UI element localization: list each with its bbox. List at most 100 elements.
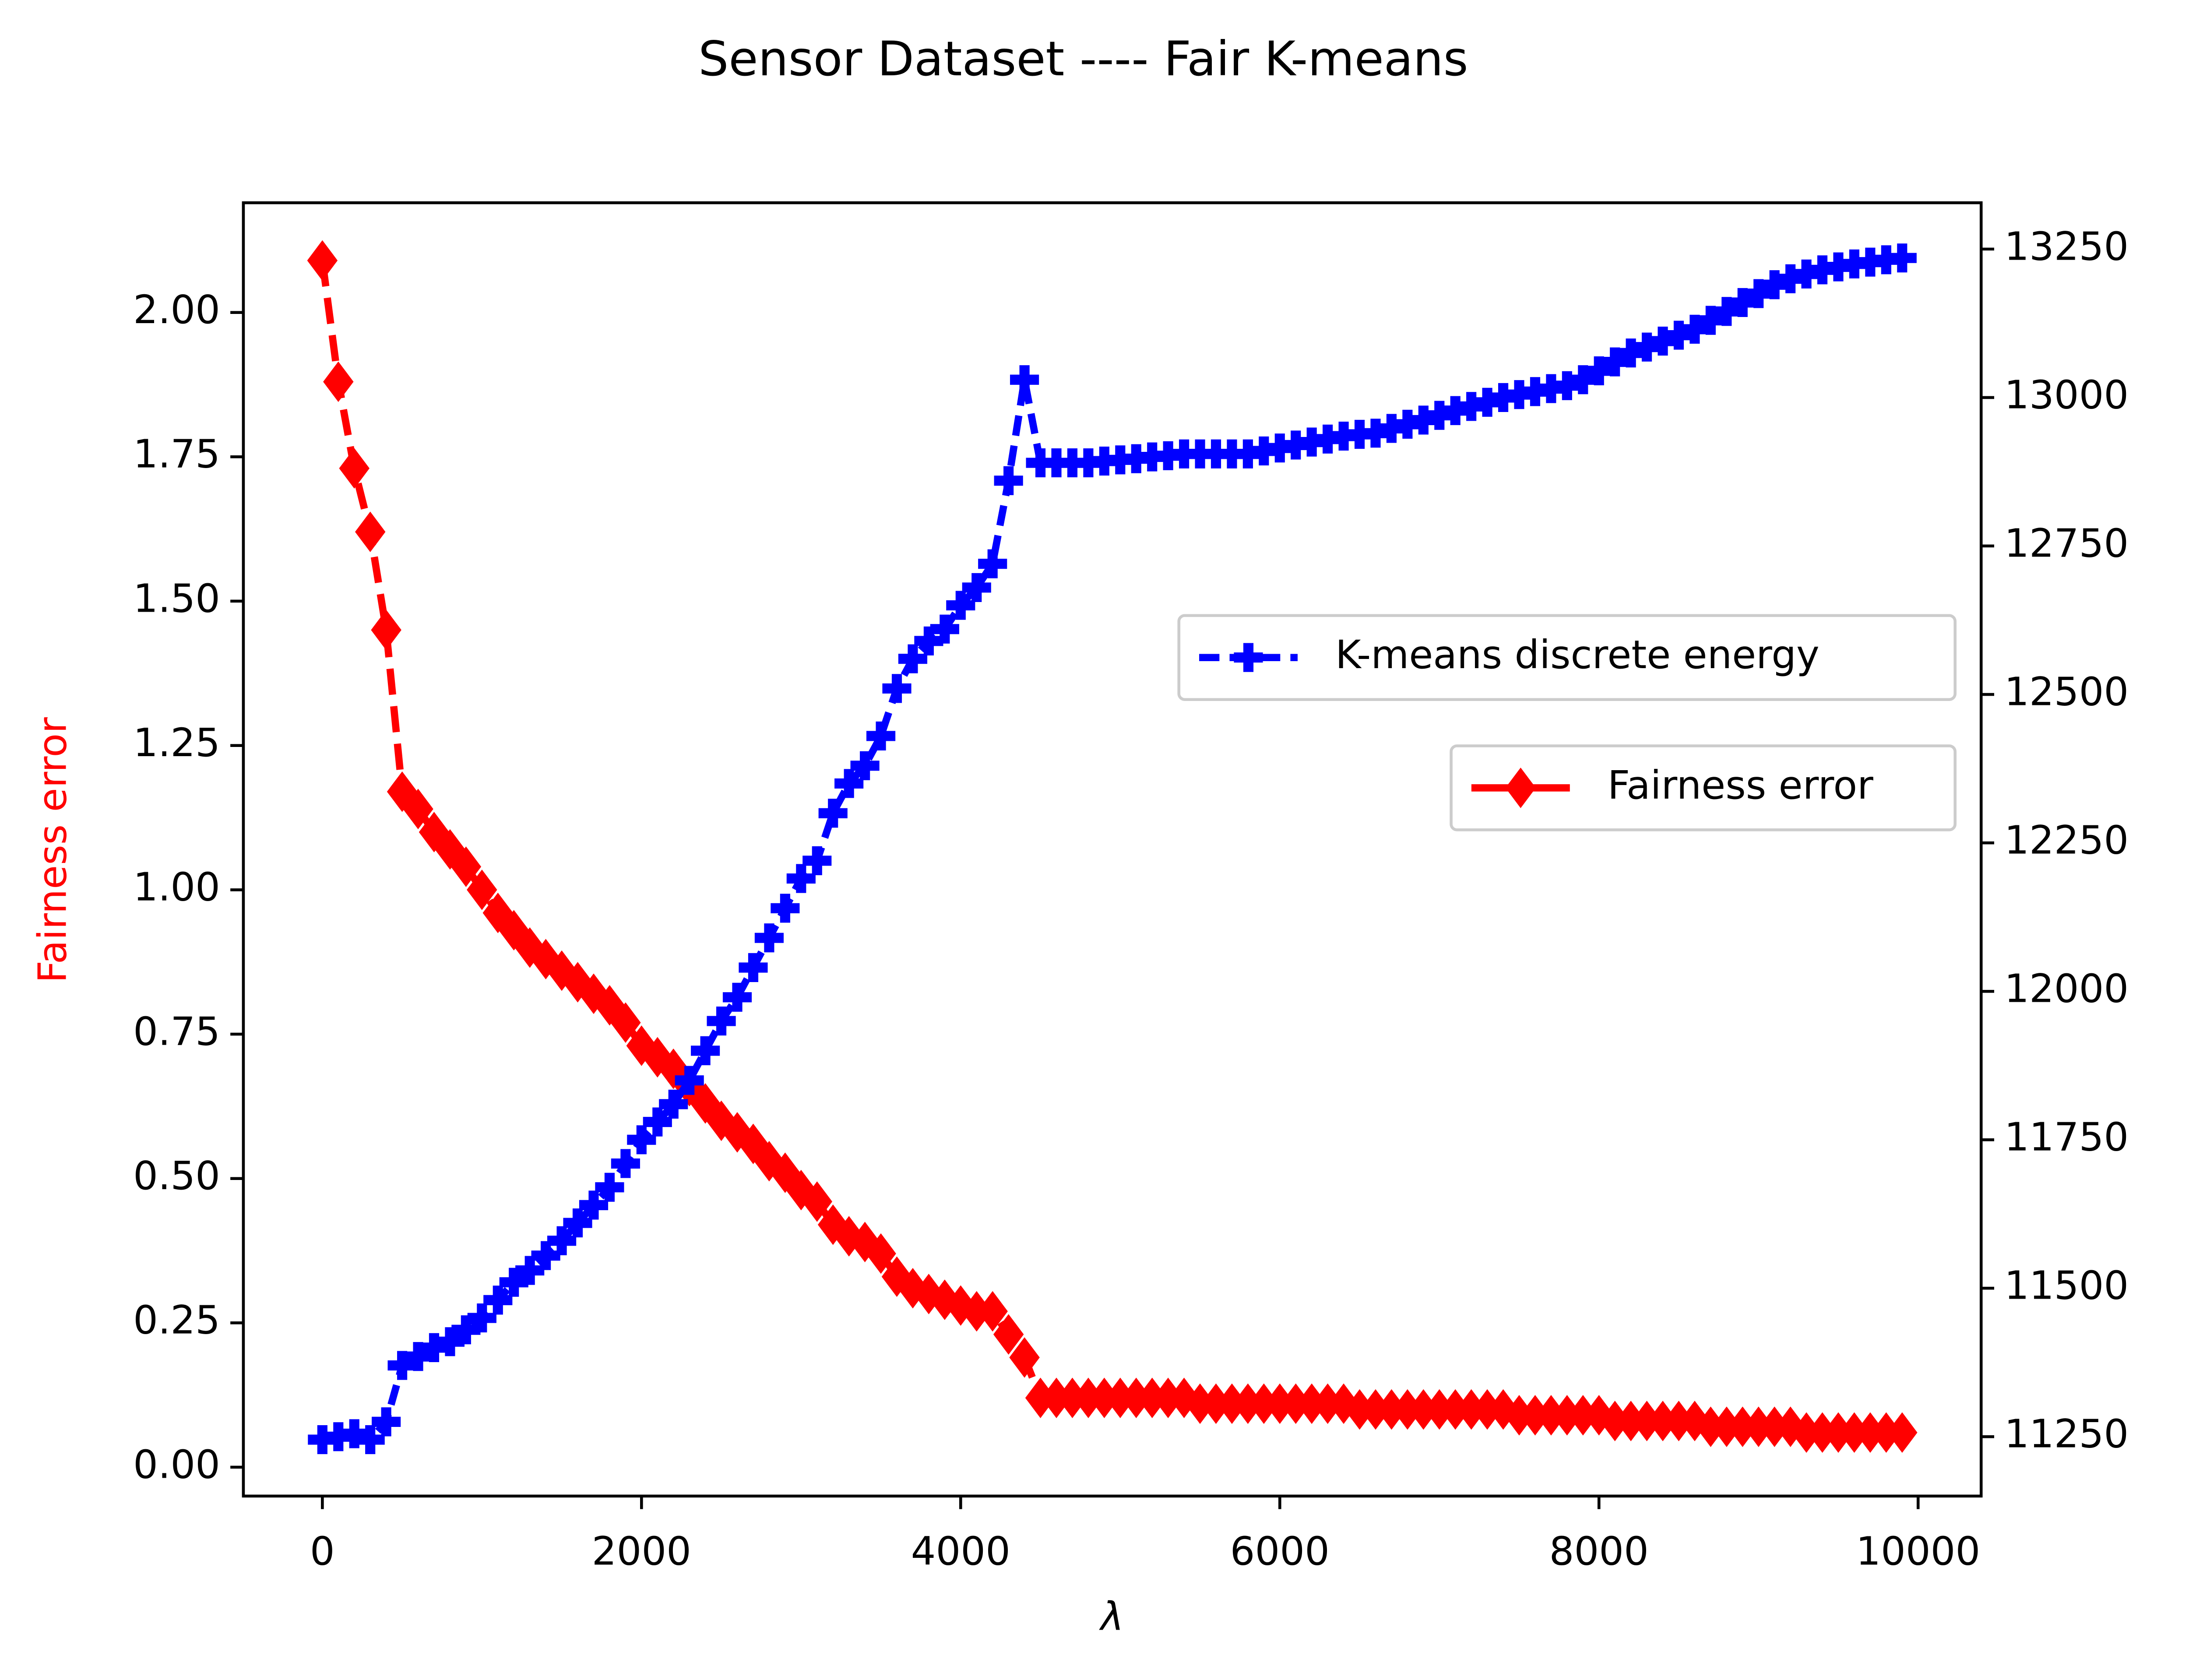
marker: [1473, 387, 1502, 417]
marker: [627, 1125, 656, 1155]
x-tick-label: 8000: [1549, 1529, 1649, 1574]
marker: [722, 983, 752, 1012]
marker: [1313, 424, 1342, 454]
marker: [1169, 439, 1199, 468]
marker: [1360, 1389, 1391, 1430]
y2-tick-label: 11500: [2004, 1263, 2129, 1309]
y-axis-label: Fairness error: [30, 717, 75, 983]
chart-title: Sensor Dataset ---- Fair K-means: [698, 31, 1468, 87]
marker: [1728, 288, 1757, 317]
marker: [1042, 448, 1071, 478]
legend: Fairness error K-means discrete energy: [1177, 614, 1957, 831]
x-tick-label: 10000: [1856, 1529, 1980, 1574]
marker: [1711, 1406, 1742, 1447]
y-tick-label: 1.50: [133, 576, 220, 621]
marker: [611, 1149, 640, 1178]
legend-box: [1450, 744, 1957, 831]
marker: [802, 846, 832, 875]
marker: [1361, 419, 1390, 448]
marker: [818, 799, 848, 828]
marker: [1376, 1389, 1407, 1430]
marker: [435, 1327, 465, 1356]
marker: [1154, 441, 1183, 470]
marker: [419, 1333, 449, 1362]
marker: [1887, 1412, 1918, 1453]
y-tick-label: 0.75: [133, 1009, 220, 1054]
marker: [1872, 245, 1901, 275]
marker: [786, 864, 816, 893]
marker: [1217, 1383, 1247, 1424]
marker: [1185, 439, 1215, 468]
marker: [483, 1286, 513, 1315]
marker: [403, 1342, 433, 1371]
marker: [1010, 365, 1039, 394]
marker: [1201, 439, 1231, 468]
marker: [355, 1425, 385, 1455]
marker: [1568, 365, 1598, 394]
marker: [1664, 321, 1693, 350]
marker: [882, 674, 911, 703]
marker: [962, 573, 991, 602]
marker: [1680, 314, 1710, 344]
marker: [898, 644, 928, 673]
legend-marker: [1234, 643, 1263, 672]
y2-tick-label: 11750: [2004, 1115, 2129, 1160]
marker: [1200, 1383, 1232, 1424]
marker: [1105, 445, 1135, 475]
marker: [1855, 1412, 1886, 1453]
marker: [1265, 433, 1295, 463]
marker: [1776, 264, 1805, 293]
marker: [1297, 427, 1327, 457]
marker: [308, 1425, 337, 1455]
marker: [1552, 371, 1582, 400]
marker: [1568, 1395, 1598, 1436]
x-axis-label: λ: [1099, 1594, 1124, 1639]
marker: [1090, 446, 1119, 476]
y2-tick-label: 12500: [2004, 669, 2129, 715]
y-tick-label: 1.75: [133, 432, 220, 477]
marker: [1616, 338, 1646, 368]
marker: [1840, 249, 1869, 278]
marker: [1808, 255, 1837, 285]
marker: [1409, 405, 1438, 435]
marker: [946, 591, 975, 620]
marker: [1871, 1412, 1902, 1453]
marker: [930, 614, 959, 644]
marker: [387, 1351, 417, 1380]
marker: [451, 1315, 481, 1345]
marker: [1249, 436, 1278, 466]
marker: [323, 361, 354, 402]
marker: [1839, 1412, 1870, 1453]
marker: [675, 1066, 704, 1095]
marker: [467, 1303, 496, 1333]
marker: [1425, 401, 1454, 430]
x-tick-label: 4000: [911, 1529, 1010, 1574]
y2-tick-label: 13000: [2004, 372, 2129, 418]
marker: [1504, 380, 1534, 409]
x-tick-label: 6000: [1230, 1529, 1330, 1574]
marker: [403, 789, 433, 830]
marker: [1344, 1389, 1375, 1430]
marker: [1791, 1412, 1822, 1453]
marker: [1456, 1389, 1487, 1430]
marker: [914, 626, 943, 656]
marker: [499, 1268, 528, 1297]
marker: [1440, 1389, 1471, 1430]
marker: [1137, 442, 1167, 472]
marker: [1441, 396, 1470, 425]
marker: [1600, 347, 1629, 377]
x-tick-label: 0: [310, 1529, 335, 1574]
marker: [579, 1190, 609, 1220]
marker: [1760, 270, 1789, 299]
marker: [1584, 356, 1614, 385]
marker: [1520, 1395, 1551, 1436]
marker: [531, 1241, 560, 1270]
marker: [707, 1006, 736, 1036]
marker: [595, 1173, 624, 1202]
marker: [1520, 377, 1550, 406]
marker: [1887, 243, 1917, 273]
marker: [1727, 1406, 1758, 1447]
marker: [1855, 247, 1885, 277]
axes-frame: [242, 201, 1983, 1498]
